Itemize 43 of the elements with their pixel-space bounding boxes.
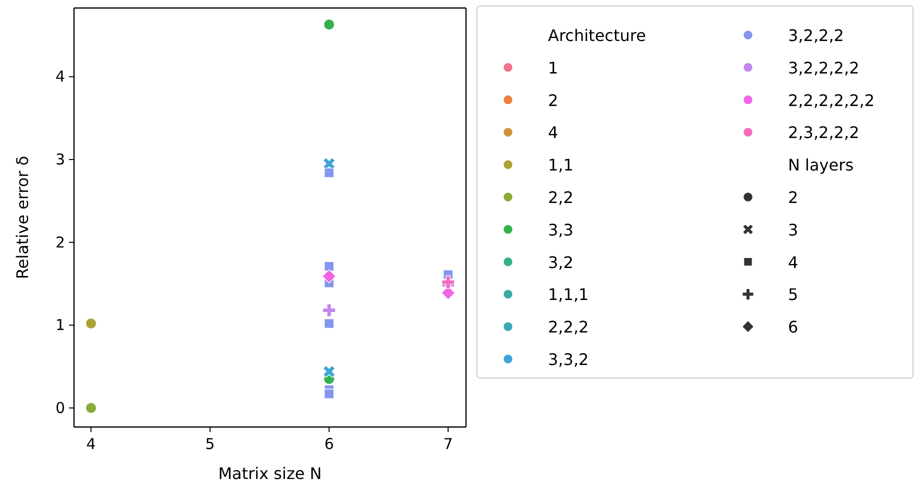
legend-label: 5	[788, 285, 798, 304]
legend-label: 3,2,2,2	[788, 26, 844, 45]
legend-label: 1	[548, 58, 558, 78]
legend-label: 4	[788, 252, 798, 272]
x-tick-label: 4	[86, 435, 96, 453]
x-tick-label: 5	[205, 435, 215, 453]
point	[323, 18, 335, 30]
y-tick-label: 0	[55, 398, 65, 417]
point	[324, 318, 334, 329]
y-axis-title: Relative error δ	[13, 156, 32, 280]
legend-label: 2,2	[548, 188, 574, 207]
text: N layers	[788, 156, 854, 175]
legend-label: 3,3,2	[548, 350, 589, 369]
point	[322, 269, 336, 284]
point	[322, 304, 336, 317]
legend-label: 3,3	[548, 220, 574, 240]
legend-label: 6	[788, 318, 798, 337]
point	[324, 261, 334, 272]
y-tick-label: 3	[55, 150, 65, 169]
legend-label: 3	[788, 220, 798, 240]
text: Architecture	[548, 26, 646, 45]
legend-label: 1,1,1	[548, 285, 589, 304]
legend-label: 4	[548, 123, 558, 142]
x-tick-label: 6	[324, 435, 334, 453]
y-tick-label: 2	[55, 233, 65, 252]
x-axis-title: Matrix size N	[218, 464, 322, 483]
point	[441, 275, 455, 289]
point	[85, 402, 97, 414]
point	[324, 168, 334, 178]
point	[322, 365, 336, 378]
legend-label: 3,2,2,2,2	[788, 58, 860, 78]
x-tick-label: 7	[443, 435, 453, 453]
point	[324, 388, 334, 399]
legend-label: 2,2,2,2,2,2	[788, 90, 875, 110]
legend-label: 1,1	[548, 156, 574, 175]
legend-label: 2	[788, 188, 798, 207]
point	[85, 318, 97, 330]
legend-label: 3,2	[548, 252, 574, 272]
legend-label: 2	[548, 90, 558, 110]
legend-label: 2,3,2,2,2	[788, 123, 860, 142]
y-tick-label: 1	[55, 316, 65, 334]
y-tick-label: 4	[55, 68, 65, 86]
legend-label: 2,2,2	[548, 318, 589, 337]
